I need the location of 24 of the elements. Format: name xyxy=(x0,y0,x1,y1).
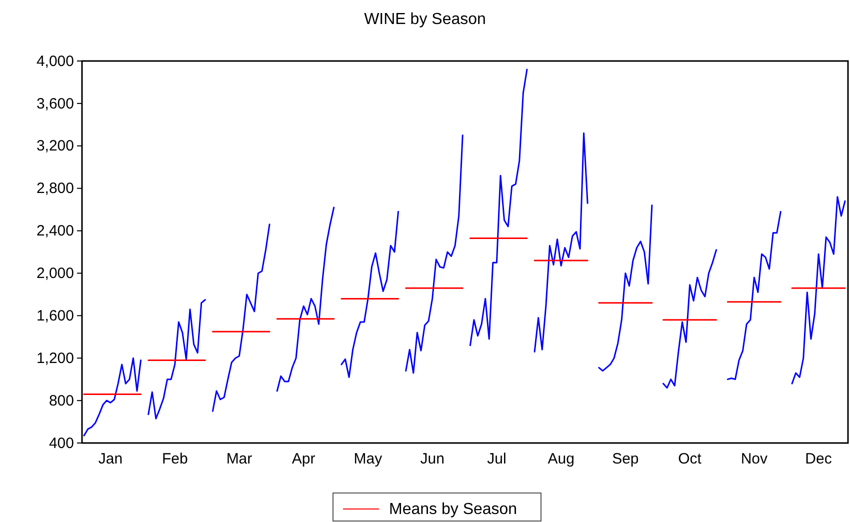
legend-label: Means by Season xyxy=(389,501,518,518)
y-tick-label: 1,200 xyxy=(36,350,74,367)
chart-title: WINE by Season xyxy=(364,11,486,28)
x-tick-label: Jan xyxy=(98,450,123,468)
y-tick-label: 400 xyxy=(48,434,74,452)
y-tick-label: 2,800 xyxy=(36,180,74,198)
x-tick-label: Jun xyxy=(420,450,444,468)
x-tick-label: Apr xyxy=(292,450,316,468)
x-tick-label: Sep xyxy=(612,450,639,468)
y-tick-label: 4,000 xyxy=(36,52,74,70)
x-tick-label: Oct xyxy=(678,450,702,468)
y-tick-label: 800 xyxy=(48,392,74,410)
y-tick-label: 1,600 xyxy=(36,307,74,324)
x-tick-label: Aug xyxy=(548,450,574,468)
x-tick-label: Feb xyxy=(162,450,188,468)
x-tick-label: Nov xyxy=(740,450,768,468)
x-tick-label: May xyxy=(354,450,383,468)
x-tick-label: Dec xyxy=(805,450,832,468)
y-tick-label: 3,200 xyxy=(36,138,74,155)
y-tick-label: 2,400 xyxy=(36,222,74,240)
x-tick-label: Jul xyxy=(487,450,506,468)
y-tick-label: 3,600 xyxy=(36,95,74,112)
x-tick-label: Mar xyxy=(226,450,252,468)
y-tick-label: 2,000 xyxy=(36,265,74,282)
